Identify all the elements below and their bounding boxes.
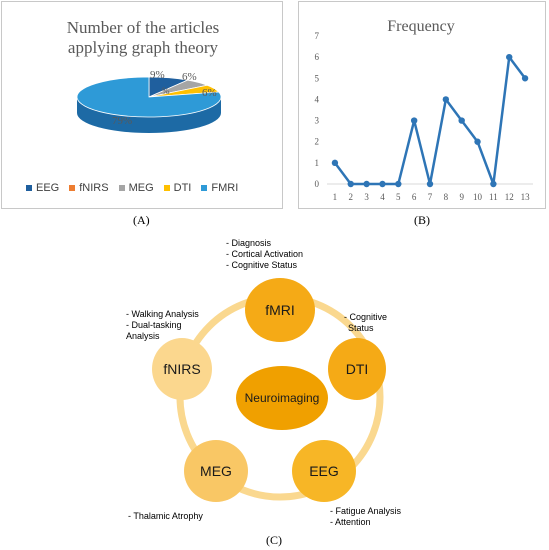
x-tick-label: 7 bbox=[428, 192, 433, 202]
x-tick-label: 5 bbox=[396, 192, 401, 202]
x-tick-label: 1 bbox=[333, 192, 338, 202]
pie-chart-title: Number of the articles applying graph th… bbox=[2, 18, 284, 58]
node-eeg: EEG bbox=[292, 440, 356, 502]
x-tick-label: 9 bbox=[459, 192, 464, 202]
x-tick-label: 12 bbox=[505, 192, 514, 202]
frequency-point bbox=[521, 75, 529, 82]
frequency-series-line bbox=[333, 55, 527, 186]
note-dti-line2: Status bbox=[348, 323, 374, 333]
pie-data-label-eeg: 9% bbox=[150, 69, 165, 81]
frequency-point bbox=[442, 96, 450, 103]
note-fmri-line1: - Diagnosis bbox=[226, 238, 272, 248]
node-eeg-label: EEG bbox=[309, 463, 339, 479]
pie-slice-fmri bbox=[76, 76, 222, 118]
legend-label-fmri: FMRI bbox=[211, 182, 239, 194]
y-tick-label: 6 bbox=[315, 52, 320, 62]
frequency-point bbox=[347, 180, 354, 188]
pie-title-line2: applying graph theory bbox=[67, 38, 219, 57]
note-fnirs-line1: - Walking Analysis bbox=[126, 309, 199, 319]
node-fnirs-label: fNIRS bbox=[163, 361, 201, 377]
legend-label-dti: DTI bbox=[173, 182, 192, 194]
node-dti: DTI bbox=[328, 338, 386, 400]
panel-label-c: (C) bbox=[266, 533, 282, 547]
frequency-point bbox=[426, 180, 434, 188]
node-dti-label: DTI bbox=[345, 361, 369, 377]
note-fmri: - Diagnosis - Cortical Activation - Cogn… bbox=[226, 238, 303, 271]
note-eeg: - Fatigue Analysis - Attention bbox=[330, 506, 401, 528]
y-tick-label: 1 bbox=[315, 158, 320, 168]
note-fmri-line3: - Cognitive Status bbox=[226, 260, 298, 270]
pie-legend: EEG fNIRS MEG DTI FMRI bbox=[26, 182, 238, 194]
legend-item-meg: MEG bbox=[118, 182, 154, 194]
pie-data-label-meg: 6% bbox=[182, 71, 197, 83]
legend-item-eeg: EEG bbox=[26, 182, 59, 194]
note-eeg-line1: - Fatigue Analysis bbox=[330, 506, 402, 516]
note-fmri-line2: - Cortical Activation bbox=[226, 249, 304, 259]
note-meg: - Thalamic Atrophy bbox=[128, 511, 203, 522]
frequency-point bbox=[474, 138, 481, 145]
y-tick-label: 0 bbox=[315, 179, 320, 189]
node-meg: MEG bbox=[184, 440, 248, 502]
note-dti: - Cognitive Status bbox=[344, 312, 387, 334]
legend-item-fmri: FMRI bbox=[201, 182, 238, 194]
line-chart-panel: Frequency 0 1 2 3 4 5 6 7 1 2 3 4 5 6 7 8 9 10 11 12 13 bbox=[298, 1, 546, 209]
legend-label-eeg: EEG bbox=[36, 182, 60, 194]
frequency-point bbox=[331, 159, 339, 167]
x-tick-label: 2 bbox=[349, 192, 354, 202]
y-tick-label: 4 bbox=[315, 94, 320, 104]
frequency-point bbox=[506, 53, 513, 61]
y-tick-label: 7 bbox=[315, 31, 320, 41]
note-meg-line1: - Thalamic Atrophy bbox=[128, 511, 203, 521]
panel-label-a: (A) bbox=[133, 213, 150, 227]
note-fnirs-line2: - Dual-tasking bbox=[126, 320, 182, 330]
y-tick-label: 3 bbox=[315, 116, 320, 126]
legend-swatch-eeg bbox=[26, 185, 32, 191]
y-tick-label: 5 bbox=[315, 73, 320, 83]
legend-label-meg: MEG bbox=[128, 182, 154, 194]
node-fmri-label: fMRI bbox=[265, 302, 295, 318]
legend-swatch-fmri bbox=[201, 185, 208, 191]
frequency-point bbox=[458, 117, 465, 124]
pie-side-wall bbox=[77, 97, 221, 133]
pie-chart-panel: Number of the articles applying graph th… bbox=[1, 1, 283, 209]
pie-data-label-fnirs: % bbox=[162, 86, 170, 96]
legend-swatch-dti bbox=[163, 185, 170, 191]
legend-item-fnirs: fNIRS bbox=[69, 182, 109, 194]
frequency-point bbox=[379, 180, 386, 188]
pie-chart: 9% % 6% 6% 79% bbox=[76, 69, 222, 133]
node-meg-label: MEG bbox=[200, 463, 232, 479]
legend-item-dti: DTI bbox=[163, 182, 192, 194]
panel-label-b: (B) bbox=[414, 213, 430, 227]
x-tick-label: 13 bbox=[521, 192, 531, 202]
note-fnirs: - Walking Analysis - Dual-tasking Analys… bbox=[126, 309, 199, 342]
node-fmri: fMRI bbox=[245, 278, 315, 342]
note-eeg-line2: - Attention bbox=[330, 517, 371, 527]
x-tick-label: 6 bbox=[412, 192, 417, 202]
pie-data-label-fmri: 79% bbox=[112, 115, 132, 127]
pie-data-label-dti: 6% bbox=[202, 87, 217, 99]
legend-swatch-meg bbox=[118, 185, 125, 191]
note-dti-line1: - Cognitive bbox=[344, 312, 388, 322]
note-fnirs-line3: Analysis bbox=[126, 331, 160, 341]
frequency-point bbox=[363, 180, 370, 188]
y-tick-label: 2 bbox=[315, 137, 320, 147]
x-tick-label: 8 bbox=[444, 192, 449, 202]
center-node-label: Neuroimaging bbox=[244, 391, 320, 405]
legend-swatch-fnirs bbox=[69, 185, 76, 191]
x-tick-label: 3 bbox=[364, 192, 369, 202]
x-tick-label: 4 bbox=[380, 192, 385, 202]
x-tick-label: 11 bbox=[489, 192, 498, 202]
frequency-point bbox=[490, 180, 497, 188]
frequency-point bbox=[395, 180, 402, 188]
frequency-point bbox=[410, 117, 418, 124]
line-chart-title: Frequency bbox=[387, 18, 455, 35]
x-tick-label: 10 bbox=[473, 192, 483, 202]
center-node: Neuroimaging bbox=[236, 366, 328, 430]
legend-label-fnirs: fNIRS bbox=[79, 182, 109, 194]
node-fnirs: fNIRS bbox=[152, 338, 212, 400]
pie-title-line1: Number of the articles bbox=[66, 18, 220, 37]
